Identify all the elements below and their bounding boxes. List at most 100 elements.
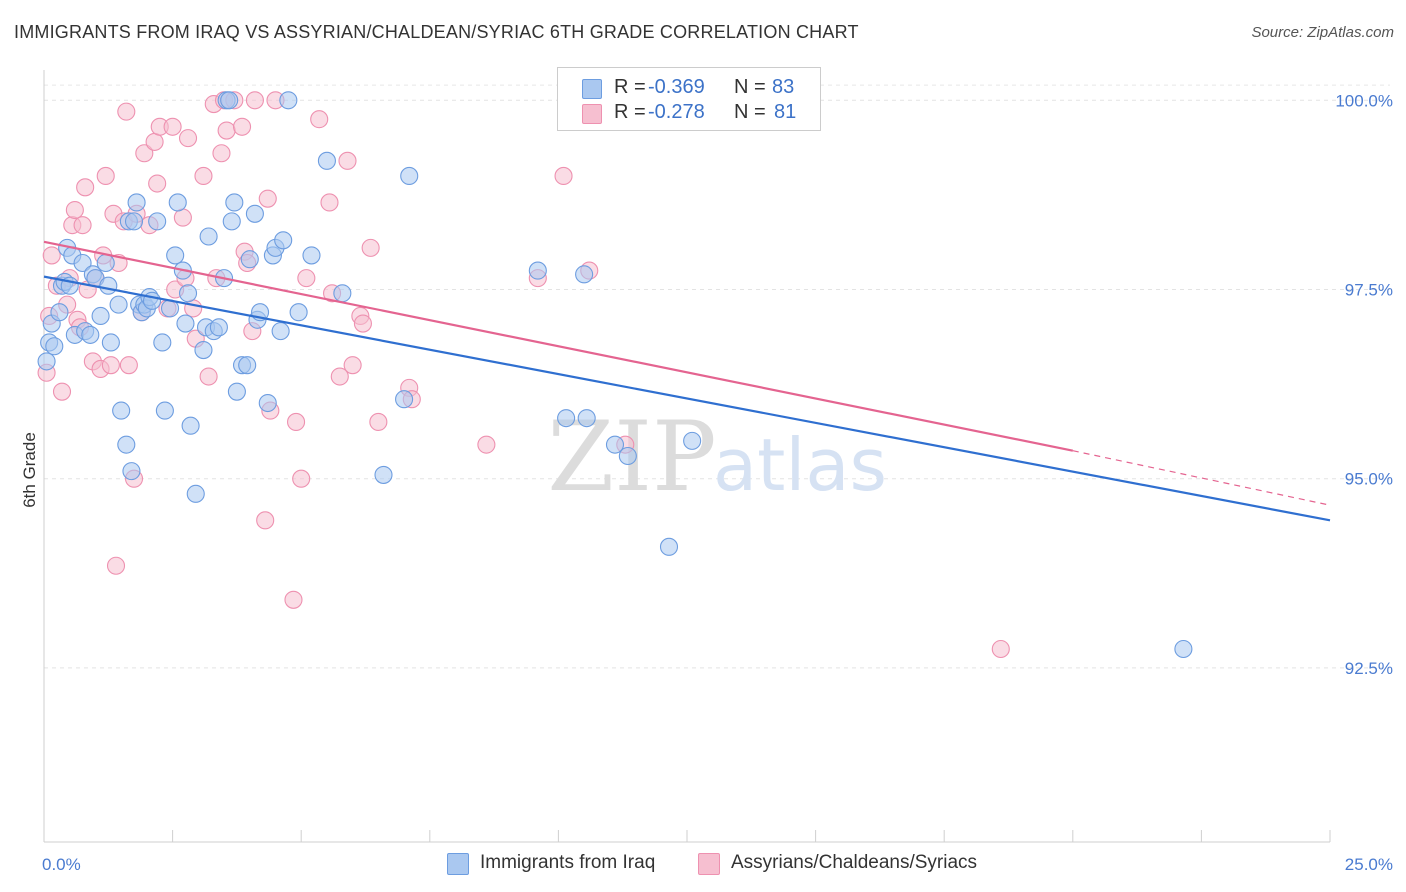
stats-r-value-assyrian: -0.278: [648, 101, 705, 123]
source-label: Source: ZipAtlas.com: [1251, 24, 1394, 41]
data-point-assyrian: [173, 208, 192, 227]
data-point-iraq: [91, 306, 110, 326]
data-point-iraq: [50, 303, 69, 322]
data-point-iraq: [186, 484, 205, 503]
data-point-iraq: [659, 537, 679, 556]
stats-n-label: N =: [734, 76, 766, 98]
legend-label-iraq: Immigrants from Iraq: [480, 852, 656, 873]
data-point-assyrian: [554, 166, 573, 186]
y-tick-label: 95.0%: [1345, 470, 1393, 489]
stats-r-label: R =: [614, 101, 646, 123]
y-tick-label: 92.5%: [1345, 659, 1393, 678]
data-point-iraq: [577, 409, 596, 428]
data-point-assyrian: [117, 102, 136, 121]
data-point-iraq: [683, 431, 702, 450]
data-point-assyrian: [343, 356, 362, 375]
data-point-assyrian: [330, 367, 349, 386]
data-point-iraq: [37, 352, 56, 371]
data-point-iraq: [194, 340, 213, 360]
data-point-assyrian: [194, 166, 213, 186]
data-point-assyrian: [245, 91, 264, 110]
data-point-assyrian: [148, 174, 167, 193]
data-point-assyrian: [42, 246, 61, 265]
data-point-iraq: [153, 333, 172, 352]
data-point-iraq: [302, 246, 321, 265]
data-point-iraq: [101, 333, 120, 352]
data-point-iraq: [127, 193, 146, 212]
legend-swatch-iraq: [447, 853, 469, 875]
data-point-iraq: [240, 250, 259, 269]
data-point-iraq: [112, 401, 131, 420]
data-point-assyrian: [361, 238, 380, 257]
data-point-iraq: [374, 465, 393, 484]
data-point-assyrian: [320, 193, 339, 212]
axes: [43, 70, 1331, 843]
data-point-iraq: [220, 91, 239, 110]
stats-r-label: R =: [614, 76, 646, 98]
data-point-assyrian: [297, 269, 316, 288]
data-point-assyrian: [258, 189, 277, 208]
trend-line-assyrian: [43, 240, 1074, 452]
data-point-iraq: [96, 253, 115, 273]
watermark-atlas: atlas: [713, 423, 887, 507]
data-point-iraq: [117, 435, 136, 454]
data-point-assyrian: [184, 299, 203, 318]
data-point-iraq: [99, 276, 118, 295]
chart-title: IMMIGRANTS FROM IRAQ VS ASSYRIAN/CHALDEA…: [14, 22, 859, 42]
data-point-iraq: [209, 318, 228, 337]
data-point-iraq: [148, 212, 167, 231]
data-point-assyrian: [76, 178, 95, 197]
data-point-iraq: [124, 212, 144, 231]
data-point-iraq: [258, 393, 277, 413]
data-point-assyrian: [106, 556, 126, 575]
data-point-assyrian: [353, 314, 372, 333]
gridlines: [44, 84, 1390, 669]
data-point-assyrian: [477, 435, 496, 454]
data-point-assyrian: [135, 144, 154, 163]
data-point-assyrian: [287, 412, 306, 431]
legend-label-assyrian: Assyrians/Chaldeans/Syriacs: [731, 852, 978, 873]
data-point-assyrian: [284, 590, 303, 609]
stats-swatch-assyrian: [582, 104, 602, 124]
data-point-iraq: [222, 212, 241, 231]
stats-box: R = -0.369 N = 83 R = -0.278 N = 81: [557, 67, 821, 131]
tick-labels: 100.0% 97.5% 95.0% 92.5% 0.0% 25.0%: [42, 91, 1393, 874]
data-point-assyrian: [217, 121, 236, 140]
data-point-iraq: [333, 284, 352, 303]
data-point-assyrian: [292, 469, 311, 488]
data-point-iraq: [168, 193, 187, 212]
data-point-iraq: [81, 325, 100, 344]
data-point-iraq: [176, 314, 195, 333]
data-point-iraq: [166, 246, 185, 265]
data-point-assyrian: [52, 382, 72, 401]
data-point-iraq: [317, 151, 336, 170]
stats-row-iraq: R = -0.369 N = 83: [558, 76, 820, 102]
data-points: [37, 91, 1193, 659]
data-point-iraq: [181, 416, 200, 435]
data-point-assyrian: [119, 356, 138, 375]
data-point-iraq: [557, 409, 576, 428]
data-point-iraq: [227, 382, 246, 401]
data-point-iraq: [45, 337, 64, 356]
x-tick-label: 0.0%: [42, 855, 81, 874]
data-point-iraq: [199, 227, 218, 246]
data-point-assyrian: [96, 166, 115, 186]
y-tick-label: 100.0%: [1335, 91, 1393, 110]
y-tick-label: 97.5%: [1345, 280, 1393, 299]
data-point-iraq: [528, 261, 547, 280]
stats-r-value-iraq: -0.369: [648, 76, 705, 98]
data-point-assyrian: [199, 367, 218, 386]
data-point-iraq: [178, 284, 198, 303]
data-point-iraq: [289, 303, 308, 322]
data-point-assyrian: [232, 117, 252, 136]
data-point-iraq: [1174, 639, 1193, 659]
data-point-assyrian: [178, 129, 198, 148]
trend-line-iraq: [43, 275, 1331, 522]
data-point-iraq: [109, 295, 128, 314]
data-point-iraq: [605, 435, 625, 454]
data-point-assyrian: [73, 216, 92, 235]
data-point-iraq: [245, 204, 264, 223]
data-point-assyrian: [212, 144, 231, 163]
data-point-iraq: [73, 253, 92, 273]
